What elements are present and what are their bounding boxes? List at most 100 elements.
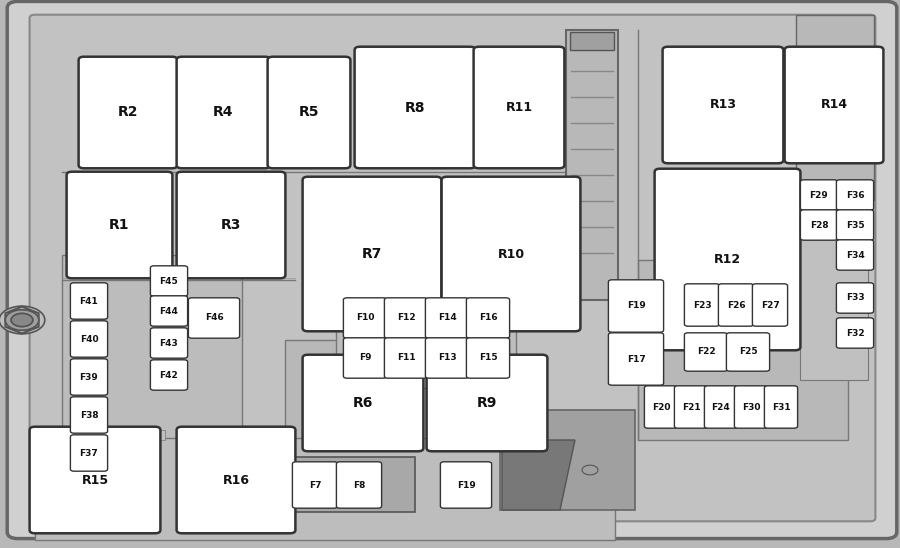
FancyBboxPatch shape — [752, 284, 788, 326]
FancyBboxPatch shape — [70, 397, 108, 433]
Bar — [800, 175, 868, 380]
FancyBboxPatch shape — [836, 210, 874, 240]
FancyBboxPatch shape — [150, 296, 187, 326]
FancyBboxPatch shape — [426, 298, 469, 338]
FancyBboxPatch shape — [764, 386, 797, 428]
FancyBboxPatch shape — [785, 47, 884, 163]
Text: F41: F41 — [79, 296, 98, 305]
Text: F29: F29 — [810, 191, 828, 199]
FancyBboxPatch shape — [654, 169, 800, 350]
Text: F24: F24 — [712, 402, 731, 412]
Text: F19: F19 — [626, 301, 645, 311]
Text: R3: R3 — [220, 218, 241, 232]
FancyBboxPatch shape — [718, 284, 753, 326]
Bar — [570, 32, 614, 50]
FancyBboxPatch shape — [836, 283, 874, 313]
Text: F38: F38 — [80, 410, 98, 420]
Text: R6: R6 — [353, 396, 374, 410]
FancyBboxPatch shape — [466, 338, 509, 378]
FancyBboxPatch shape — [384, 338, 428, 378]
Text: R7: R7 — [362, 247, 382, 261]
FancyBboxPatch shape — [608, 333, 663, 385]
FancyBboxPatch shape — [30, 427, 160, 533]
Circle shape — [582, 465, 598, 475]
Text: F9: F9 — [359, 353, 371, 362]
Text: R5: R5 — [299, 106, 320, 119]
Text: F36: F36 — [846, 191, 864, 199]
FancyBboxPatch shape — [466, 298, 509, 338]
Circle shape — [5, 310, 39, 330]
Text: F8: F8 — [353, 481, 365, 489]
FancyBboxPatch shape — [705, 386, 738, 428]
FancyBboxPatch shape — [67, 172, 173, 278]
Text: F46: F46 — [204, 313, 223, 323]
Text: F42: F42 — [159, 370, 178, 380]
Text: F44: F44 — [159, 306, 178, 316]
FancyBboxPatch shape — [473, 47, 564, 168]
FancyBboxPatch shape — [302, 176, 441, 332]
Circle shape — [11, 313, 32, 327]
FancyBboxPatch shape — [176, 172, 285, 278]
Text: F12: F12 — [397, 313, 415, 323]
Text: F20: F20 — [652, 402, 670, 412]
FancyBboxPatch shape — [684, 284, 720, 326]
Text: R4: R4 — [213, 106, 234, 119]
Text: F10: F10 — [356, 313, 374, 323]
Text: F28: F28 — [810, 220, 828, 230]
FancyBboxPatch shape — [800, 210, 838, 240]
FancyBboxPatch shape — [442, 176, 580, 332]
Text: F30: F30 — [742, 402, 760, 412]
Bar — [566, 30, 618, 300]
Text: F26: F26 — [726, 300, 745, 310]
Text: F33: F33 — [846, 294, 864, 302]
FancyBboxPatch shape — [662, 47, 783, 163]
FancyBboxPatch shape — [78, 56, 177, 168]
FancyBboxPatch shape — [150, 266, 187, 296]
Bar — [285, 457, 415, 512]
Bar — [285, 340, 515, 490]
Bar — [35, 438, 615, 540]
FancyBboxPatch shape — [674, 386, 707, 428]
FancyBboxPatch shape — [70, 321, 108, 357]
Text: R2: R2 — [118, 106, 139, 119]
Text: F27: F27 — [760, 300, 779, 310]
FancyBboxPatch shape — [836, 318, 874, 348]
Text: R13: R13 — [709, 99, 736, 111]
FancyBboxPatch shape — [188, 298, 239, 338]
FancyBboxPatch shape — [344, 298, 387, 338]
Text: R8: R8 — [405, 100, 425, 115]
Text: F25: F25 — [739, 347, 757, 357]
Text: R16: R16 — [222, 473, 249, 487]
FancyBboxPatch shape — [800, 180, 838, 210]
Text: F16: F16 — [479, 313, 498, 323]
Text: R11: R11 — [506, 101, 533, 114]
Text: F13: F13 — [437, 353, 456, 362]
Text: F15: F15 — [479, 353, 498, 362]
Bar — [796, 15, 874, 200]
Bar — [638, 260, 848, 440]
Text: F45: F45 — [159, 277, 178, 286]
Text: F21: F21 — [681, 402, 700, 412]
FancyBboxPatch shape — [644, 386, 678, 428]
Polygon shape — [5, 306, 39, 333]
Polygon shape — [502, 440, 575, 510]
Text: F35: F35 — [846, 220, 864, 230]
Bar — [688, 280, 778, 335]
FancyBboxPatch shape — [836, 240, 874, 270]
Text: F17: F17 — [626, 355, 645, 363]
Bar — [500, 410, 635, 510]
FancyBboxPatch shape — [70, 359, 108, 395]
FancyBboxPatch shape — [427, 355, 547, 452]
Text: R15: R15 — [81, 473, 109, 487]
FancyBboxPatch shape — [176, 56, 270, 168]
Text: R12: R12 — [714, 253, 741, 266]
FancyBboxPatch shape — [150, 328, 187, 358]
Text: F7: F7 — [309, 481, 321, 489]
FancyBboxPatch shape — [302, 355, 423, 452]
Text: R9: R9 — [477, 396, 497, 410]
Text: F37: F37 — [79, 448, 98, 458]
FancyBboxPatch shape — [292, 462, 338, 508]
FancyBboxPatch shape — [176, 427, 295, 533]
Text: F11: F11 — [397, 353, 415, 362]
Bar — [336, 288, 516, 388]
